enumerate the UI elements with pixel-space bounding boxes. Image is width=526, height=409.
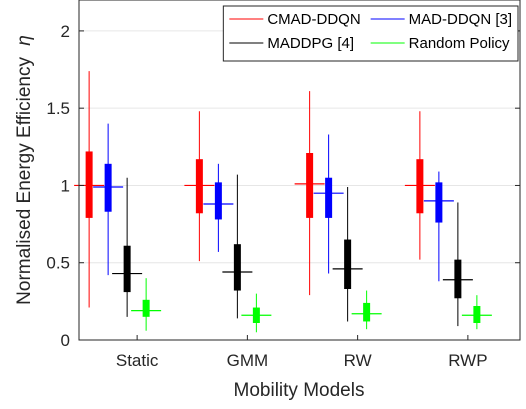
y-tick-label: 2 xyxy=(61,22,70,41)
box-cmad-ddqn xyxy=(416,159,424,214)
axes-frame xyxy=(78,0,521,341)
legend-box xyxy=(222,5,519,62)
box-random-policy xyxy=(142,299,150,317)
y-tick-label: 1 xyxy=(61,176,70,195)
x-tick-label: Static xyxy=(116,351,159,370)
box-group-rw xyxy=(294,91,382,330)
box-plot-groups xyxy=(74,71,492,333)
y-tick-label: 0.5 xyxy=(46,254,70,273)
box-random-policy xyxy=(363,302,371,322)
legend-label: Random Policy xyxy=(409,35,510,52)
y-tick-label: 1.5 xyxy=(46,99,70,118)
box-maddpg-4 xyxy=(344,239,352,289)
box-cmad-ddqn xyxy=(85,151,93,218)
legend-item: CMAD-DDQN xyxy=(229,11,361,28)
legend-item: MADDPG [4] xyxy=(229,35,354,52)
box-group-static xyxy=(74,71,162,331)
x-tick-label: RW xyxy=(344,351,372,370)
tick-labels: 0 0.5 1 1.5 2 Static GMM RW RWP xyxy=(46,22,487,370)
legend-item: Random Policy xyxy=(370,35,510,52)
legend-label: MAD-DDQN [3] xyxy=(409,11,512,28)
legend: CMAD-DDQN MAD-DDQN [3] MADDPG [4] Random Po… xyxy=(222,5,519,62)
legend-item: MAD-DDQN [3] xyxy=(370,11,512,28)
box-cmad-ddqn xyxy=(195,159,203,214)
box-group-rwp xyxy=(404,111,492,330)
box-cmad-ddqn xyxy=(306,153,314,218)
box-maddpg-4 xyxy=(123,245,131,293)
box-group-gmm xyxy=(184,111,272,333)
x-tick-label: GMM xyxy=(227,351,269,370)
legend-label: CMAD-DDQN xyxy=(267,11,360,28)
box-mad-ddqn-3 xyxy=(435,182,443,223)
y-axis-label-symbol: η xyxy=(14,35,35,46)
box-maddpg-4 xyxy=(454,259,462,299)
box-maddpg-4 xyxy=(233,244,241,291)
x-tick-label: RWP xyxy=(448,351,487,370)
legend-label: MADDPG [4] xyxy=(267,35,354,52)
x-axis-label: Mobility Models xyxy=(234,380,365,401)
box-random-policy xyxy=(473,306,481,323)
box-mad-ddqn-3 xyxy=(325,177,333,218)
y-axis-label: Normalised Energy Efficiency η xyxy=(14,35,35,305)
y-tick-label: 0 xyxy=(61,331,70,350)
y-axis-label-text: Normalised Energy Efficiency xyxy=(14,57,35,305)
box-mad-ddqn-3 xyxy=(214,182,222,220)
box-mad-ddqn-3 xyxy=(104,163,112,212)
